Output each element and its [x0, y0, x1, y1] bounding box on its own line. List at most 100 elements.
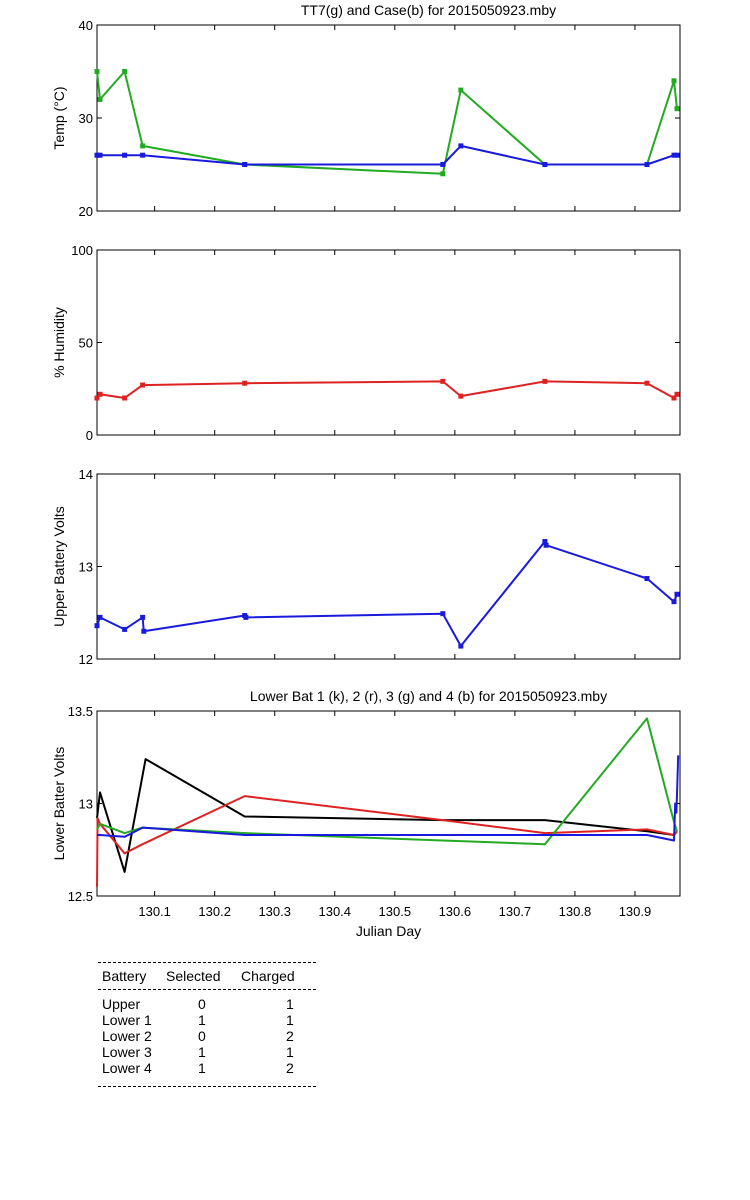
data-point — [458, 143, 464, 149]
data-point — [674, 591, 680, 597]
data-point — [458, 87, 464, 93]
series-line — [97, 144, 677, 166]
x-tick-label: 130.6 — [439, 904, 472, 919]
table-row: Lower 3 1 1 — [98, 1044, 316, 1060]
series-line — [96, 758, 678, 873]
x-tick-label: 130.8 — [559, 904, 592, 919]
data-point — [94, 69, 100, 74]
row-selected: 1 — [198, 1012, 206, 1028]
table-row: Lower 1 1 1 — [98, 1012, 316, 1028]
row-charged: 1 — [286, 996, 294, 1012]
data-point — [674, 391, 680, 397]
y-tick-label: 12 — [79, 652, 93, 667]
data-point — [97, 614, 103, 620]
data-point — [440, 171, 446, 177]
data-point — [543, 542, 549, 548]
data-point — [674, 152, 680, 158]
y-axis-label: Lower Batter Volts — [51, 747, 67, 861]
row-battery: Lower 3 — [102, 1044, 152, 1060]
data-point — [94, 395, 100, 401]
data-point — [644, 162, 650, 167]
x-tick-label: 130.5 — [379, 904, 412, 919]
data-point — [122, 395, 128, 401]
data-point — [671, 78, 677, 84]
row-selected: 1 — [198, 1044, 206, 1060]
y-tick-label: 13.5 — [68, 704, 93, 719]
data-point — [97, 391, 103, 397]
row-charged: 2 — [286, 1028, 294, 1044]
data-point — [440, 378, 446, 384]
y-tick-label: 14 — [79, 467, 93, 482]
table-row: Lower 4 1 2 — [98, 1060, 316, 1076]
chart-title: TT7(g) and Case(b) for 2015050923.mby — [301, 2, 556, 18]
x-tick-label: 130.2 — [198, 904, 231, 919]
chart-title: Lower Bat 1 (k), 2 (r), 3 (g) and 4 (b) … — [250, 688, 607, 704]
data-point — [122, 626, 128, 632]
header-selected: Selected — [166, 968, 221, 984]
y-tick-label: 13 — [79, 560, 93, 575]
data-point — [97, 96, 103, 102]
data-point — [122, 152, 128, 158]
series-line — [96, 540, 678, 647]
data-point — [440, 611, 446, 617]
table-row: Upper 0 1 — [98, 996, 316, 1012]
y-tick-label: 13 — [79, 797, 93, 812]
data-point — [440, 162, 446, 167]
data-point — [141, 628, 147, 634]
x-tick-label: 130.3 — [258, 904, 291, 919]
data-point — [458, 643, 464, 649]
series-line — [96, 795, 678, 887]
y-tick-label: 100 — [71, 243, 93, 258]
y-tick-label: 50 — [79, 336, 93, 351]
y-tick-label: 30 — [79, 111, 93, 126]
plot-frame — [96, 249, 681, 436]
table-header-row: Battery Selected Charged — [98, 963, 316, 989]
y-tick-label: 0 — [86, 428, 93, 443]
data-point — [140, 152, 146, 158]
row-charged: 1 — [286, 1044, 294, 1060]
y-axis-label: % Humidity — [51, 307, 67, 378]
data-point — [542, 378, 548, 384]
table-rule-bottom — [98, 1086, 316, 1087]
data-point — [671, 152, 677, 158]
row-selected: 1 — [198, 1060, 206, 1076]
table-row: Lower 2 0 2 — [98, 1028, 316, 1044]
data-point — [94, 152, 100, 158]
y-tick-label: 20 — [79, 204, 93, 219]
x-tick-label: 130.7 — [499, 904, 532, 919]
y-axis-label: Upper Battery Volts — [51, 506, 67, 627]
data-point — [140, 614, 146, 620]
x-tick-label: 130.4 — [318, 904, 351, 919]
row-battery: Lower 1 — [102, 1012, 152, 1028]
row-battery: Lower 2 — [102, 1028, 152, 1044]
data-point — [242, 162, 248, 167]
battery-status-table: Battery Selected Charged Upper 0 1 Lower… — [98, 962, 316, 1087]
series-line — [97, 755, 680, 842]
data-point — [140, 143, 146, 149]
data-point — [140, 382, 146, 388]
data-point — [674, 106, 680, 112]
data-point — [644, 576, 650, 582]
charts-figure: 20 30 40 TT7(g) and Case(b) for 2015050923.… — [51, 2, 681, 939]
data-point — [542, 162, 548, 167]
data-point — [243, 614, 249, 620]
y-tick-label: 12.5 — [68, 889, 93, 904]
data-point — [97, 152, 103, 158]
plot-frame — [96, 473, 681, 660]
x-tick-label: 130.9 — [619, 904, 652, 919]
x-tick-label: 130.1 — [138, 904, 171, 919]
row-selected: 0 — [198, 1028, 206, 1044]
row-selected: 0 — [198, 996, 206, 1012]
data-point — [242, 380, 248, 386]
data-point — [644, 380, 650, 386]
table-rule-mid — [98, 989, 316, 990]
data-point — [671, 599, 677, 605]
y-tick-label: 40 — [79, 18, 93, 33]
row-charged: 2 — [286, 1060, 294, 1076]
data-point — [122, 69, 128, 74]
plot-frame — [96, 24, 681, 212]
data-point — [94, 623, 100, 629]
x-axis-label: Julian Day — [356, 923, 421, 939]
plot-frame — [96, 710, 681, 897]
series-line — [96, 717, 678, 846]
